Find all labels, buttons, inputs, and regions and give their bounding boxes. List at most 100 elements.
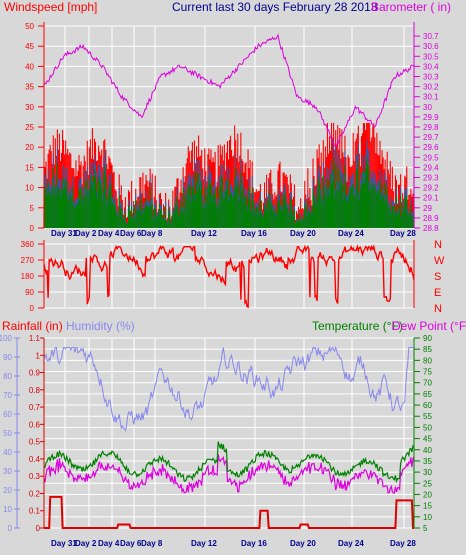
wind-ytick: 50 — [25, 22, 34, 31]
temp-ytick: 50 — [423, 423, 432, 432]
wind-ytick: 25 — [25, 123, 34, 132]
humidity-ytick: 50 — [3, 429, 12, 438]
day-label: Day 16 — [241, 539, 267, 548]
humidity-ytick: 100 — [0, 334, 13, 343]
dir-ytick: 360 — [21, 240, 35, 249]
day-label: Day 28 — [390, 539, 416, 548]
rain-ytick: 0.1 — [29, 507, 41, 516]
temp-ytick: 75 — [423, 368, 432, 377]
wind-ytick: 45 — [25, 42, 34, 51]
humidity-ytick: 90 — [3, 353, 12, 362]
compass-label: S — [434, 271, 441, 283]
baro-ytick: 30 — [423, 103, 432, 112]
rain-ytick: 0.6 — [29, 420, 41, 429]
humidity-ytick: 10 — [3, 505, 12, 514]
humidity-ytick: 70 — [3, 391, 12, 400]
humidity-ytick: 30 — [3, 467, 12, 476]
wind-ytick: 35 — [25, 83, 34, 92]
day-label: Day 31 — [51, 539, 77, 548]
temperature-title: Temperature (°F) — [312, 319, 403, 333]
humidity-ytick: 40 — [3, 448, 12, 457]
temp-ytick: 35 — [423, 457, 432, 466]
baro-ytick: 29.3 — [423, 174, 439, 183]
temp-ytick: 15 — [423, 502, 432, 511]
baro-ytick: 29 — [423, 204, 432, 213]
day-label: Day 12 — [191, 229, 217, 238]
baro-ytick: 28.8 — [423, 224, 439, 233]
temp-ytick: 45 — [423, 435, 432, 444]
chart-title: Current last 30 days February 28 2013 — [172, 0, 378, 14]
direction-line — [43, 243, 415, 309]
humidity-ytick: 60 — [3, 410, 12, 419]
humidity-title: Humidity (%) — [66, 319, 135, 333]
compass-label: E — [434, 287, 441, 299]
temp-ytick: 20 — [423, 490, 432, 499]
baro-ytick: 30.2 — [423, 83, 439, 92]
dir-ytick: 0 — [30, 304, 35, 313]
day-label: Day 28 — [390, 229, 416, 238]
baro-ytick: 29.4 — [423, 163, 439, 172]
temp-ytick: 10 — [423, 513, 432, 522]
humidity-ytick: 80 — [3, 372, 12, 381]
day-label: Day 8 — [141, 539, 163, 548]
temp-ytick: 55 — [423, 412, 432, 421]
temp-ytick: 90 — [423, 334, 432, 343]
wind-ytick: 30 — [25, 103, 34, 112]
dir-ytick: 180 — [21, 272, 35, 281]
baro-ytick: 30.3 — [423, 73, 439, 82]
dir-ytick: 90 — [25, 288, 34, 297]
temp-ytick: 80 — [423, 356, 432, 365]
rain-ytick: 0.7 — [29, 403, 41, 412]
baro-ytick: 29.2 — [423, 184, 439, 193]
baro-ytick: 30.7 — [423, 32, 439, 41]
temp-ytick: 70 — [423, 379, 432, 388]
compass-label: N — [434, 303, 442, 315]
temp-ytick: 30 — [423, 468, 432, 477]
day-label: Day 8 — [141, 229, 163, 238]
humidity-ytick: 0 — [8, 524, 13, 533]
dewpoint-line — [43, 454, 415, 495]
baro-ytick: 29.9 — [423, 113, 439, 122]
day-label: Day 4 — [98, 229, 120, 238]
rain-ytick: 0.8 — [29, 386, 41, 395]
rain-ytick: 1 — [36, 351, 41, 360]
humidity-line — [43, 345, 414, 433]
day-label: Day 12 — [191, 539, 217, 548]
baro-ytick: 30.4 — [423, 62, 439, 71]
baro-ytick: 30.1 — [423, 93, 439, 102]
temp-ytick: 5 — [423, 524, 428, 533]
day-label: Day 2 — [75, 539, 97, 548]
wind-ytick: 40 — [25, 62, 34, 71]
rain-ytick: 0 — [36, 524, 41, 533]
baro-ytick: 29.7 — [423, 133, 439, 142]
wind-ytick: 10 — [25, 184, 34, 193]
day-label: Day 4 — [98, 539, 120, 548]
wind-ytick: 20 — [25, 143, 34, 152]
baro-ytick: 30.6 — [423, 42, 439, 51]
baro-ytick: 29.6 — [423, 143, 439, 152]
rain-ytick: 0.5 — [29, 438, 41, 447]
baro-ytick: 29.8 — [423, 123, 439, 132]
dir-ytick: 270 — [21, 256, 35, 265]
day-label: Day 6 — [120, 539, 142, 548]
temp-ytick: 25 — [423, 479, 432, 488]
temp-ytick: 85 — [423, 345, 432, 354]
rainfall-line — [44, 495, 414, 529]
windspeed-title: Windspeed [mph] — [4, 0, 97, 14]
data-layer — [43, 33, 415, 529]
temp-ytick: 40 — [423, 446, 432, 455]
barometer-line — [43, 33, 415, 148]
day-label: Day 20 — [290, 539, 316, 548]
axes-layer: 0510152025303540455028.828.92929.129.229… — [0, 22, 445, 548]
humidity-ytick: 20 — [3, 486, 12, 495]
rain-ytick: 1.1 — [29, 334, 41, 343]
wind-ytick: 5 — [30, 204, 35, 213]
day-label: Day 2 — [75, 229, 97, 238]
compass-label: N — [434, 239, 442, 251]
day-label: Day 31 — [51, 229, 77, 238]
rainfall-title: Rainfall (in) — [2, 319, 63, 333]
day-label: Day 20 — [290, 229, 316, 238]
temperature-line — [43, 441, 415, 484]
